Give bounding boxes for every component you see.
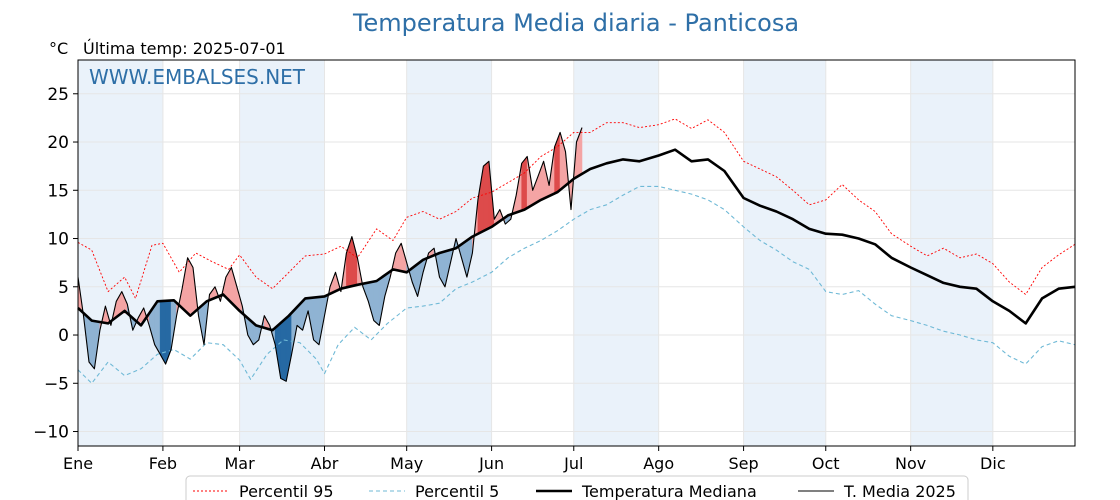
x-tick-label: Jul bbox=[563, 454, 583, 473]
series-lines bbox=[77, 118, 1076, 384]
plot-frame bbox=[77, 59, 1076, 447]
y-tick-label: 5 bbox=[58, 278, 69, 298]
deviation-segment bbox=[532, 175, 539, 206]
x-axis: Ene Feb Mar Abr May Jun Jul Ago Sep Oct Nov Dic bbox=[63, 446, 1006, 473]
y-tick-label: 25 bbox=[47, 85, 69, 105]
x-tick-label: Ene bbox=[63, 454, 93, 473]
series-line-p95 bbox=[77, 118, 1076, 299]
x-tick-label: Dic bbox=[980, 454, 1006, 473]
y-tick-label: 10 bbox=[47, 230, 69, 250]
x-tick-label: Ago bbox=[643, 454, 674, 473]
y-tick-label: 15 bbox=[47, 181, 69, 201]
legend-label-p95: Percentil 95 bbox=[239, 482, 334, 500]
y-axis: −10 −5 0 5 10 15 20 25 bbox=[33, 85, 78, 443]
month-band bbox=[573, 60, 659, 446]
month-band bbox=[743, 60, 826, 446]
deviation-segment bbox=[351, 236, 358, 287]
month-band bbox=[910, 60, 993, 446]
x-tick-label: Nov bbox=[895, 454, 926, 473]
deviation-segment bbox=[521, 155, 528, 212]
x-tick-label: Mar bbox=[225, 454, 256, 473]
deviation-segment bbox=[483, 160, 490, 232]
chart-title: Temperatura Media diaria - Panticosa bbox=[352, 9, 799, 37]
x-tick-label: Sep bbox=[729, 454, 759, 473]
x-tick-label: May bbox=[390, 454, 423, 473]
deviation-segment bbox=[313, 296, 320, 346]
series-line-current bbox=[77, 127, 583, 382]
deviation-segment bbox=[159, 300, 166, 366]
deviation-segment bbox=[88, 317, 95, 370]
deviation-segment bbox=[373, 278, 380, 327]
month-band bbox=[78, 60, 163, 446]
last-temp-label: Última temp: 2025-07-01 bbox=[83, 39, 286, 58]
unit-label: °C bbox=[49, 39, 68, 58]
legend: Percentil 95 Percentil 5 Temperatura Media… bbox=[185, 475, 969, 500]
x-tick-label: Oct bbox=[812, 454, 840, 473]
deviation-segment bbox=[165, 300, 172, 365]
y-tick-label: 20 bbox=[47, 133, 69, 153]
legend-label-median: Temperatura Mediana bbox=[581, 482, 757, 500]
watermark: WWW.EMBALSES.NET bbox=[89, 65, 306, 89]
deviation-segment bbox=[280, 317, 287, 382]
y-tick-label: 0 bbox=[58, 326, 69, 346]
deviation-segment bbox=[368, 281, 375, 321]
month-band bbox=[239, 60, 325, 446]
x-tick-label: Abr bbox=[311, 454, 339, 473]
month-bands bbox=[78, 60, 993, 446]
x-tick-label: Feb bbox=[149, 454, 177, 473]
legend-box bbox=[185, 475, 969, 500]
y-tick-label: −10 bbox=[33, 423, 69, 443]
legend-label-p5: Percentil 5 bbox=[415, 482, 499, 500]
legend-label-current: T. Media 2025 bbox=[843, 482, 956, 500]
x-tick-label: Jun bbox=[478, 454, 504, 473]
y-tick-label: −5 bbox=[44, 374, 69, 394]
